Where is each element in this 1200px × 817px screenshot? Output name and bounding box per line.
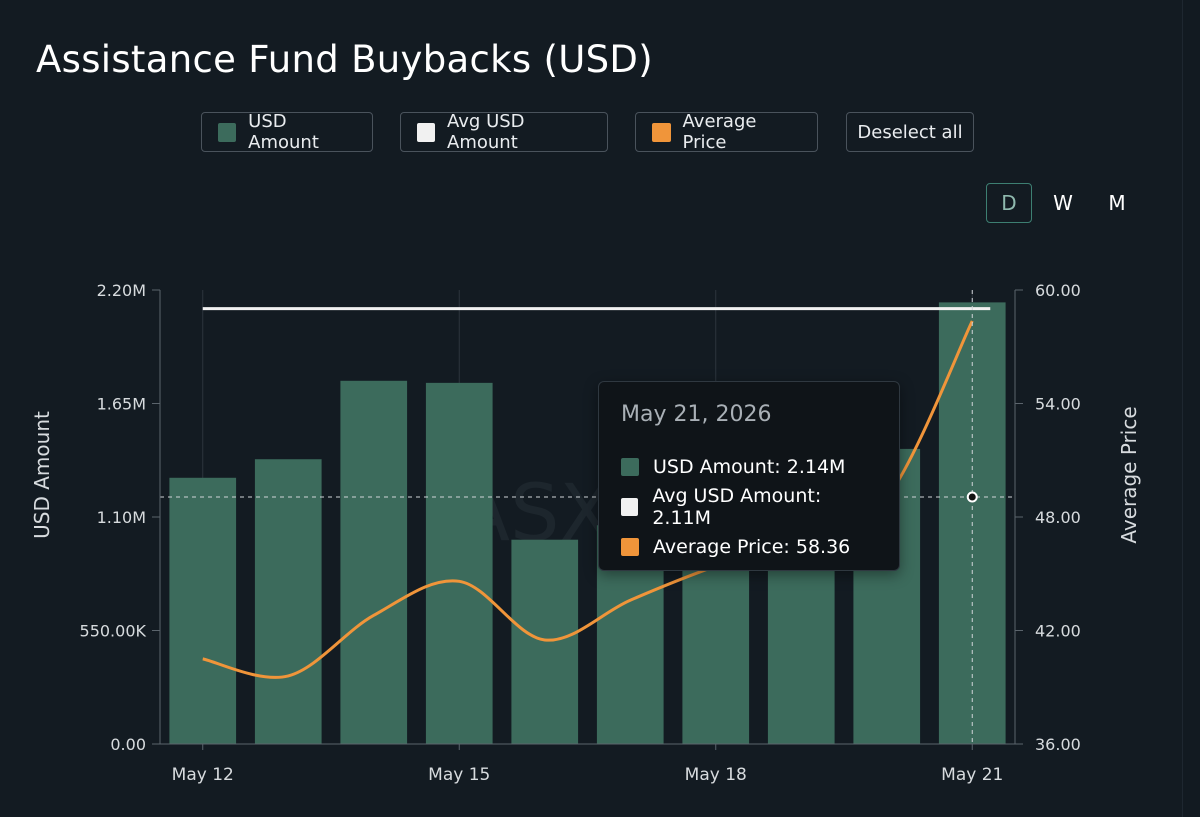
x-tick-label: May 12 <box>172 765 234 785</box>
avg-usd-amount-swatch <box>417 122 436 142</box>
tooltip-text: Average Price: 58.36 <box>653 536 851 558</box>
bar-usd-amount <box>425 382 493 744</box>
tooltip-swatch <box>621 458 639 476</box>
left-tick-label: 1.65M <box>97 395 146 414</box>
left-tick-label: 0.00 <box>110 735 146 754</box>
right-tick-label: 42.00 <box>1035 622 1081 641</box>
legend-label: Avg USD Amount <box>447 111 525 153</box>
usd-amount-swatch <box>218 122 237 142</box>
tooltip-date: May 21, 2026 <box>621 402 772 427</box>
x-tick-label: May 15 <box>428 765 490 785</box>
legend-avg-usd-amount-toggle[interactable]: Avg USD Amount <box>400 111 608 153</box>
bar-usd-amount <box>254 459 322 744</box>
left-tick-label: 550.00K <box>80 622 147 641</box>
period-week-button[interactable]: W <box>1053 191 1073 215</box>
tooltip-text: Avg USD Amount: 2.11M <box>652 485 822 529</box>
right-tick-label: 54.00 <box>1035 395 1081 414</box>
x-tick-label: May 21 <box>941 765 1003 785</box>
tick-labels: 0.00 550.00K 1.10M 1.65M 2.20M 36.00 42.00 48.0… <box>30 281 1141 785</box>
tooltip-text: USD Amount: 2.14M <box>653 456 846 478</box>
legend-usd-amount-toggle[interactable]: USD Amount <box>201 111 373 153</box>
legend-label: USD Amount <box>248 111 319 153</box>
bar-usd-amount <box>340 380 408 744</box>
bar-usd-amount <box>511 539 579 744</box>
right-axis-title: Average Price <box>1117 406 1141 543</box>
chart-tooltip: May 21, 2026 USD Amount: 2.14M Avg USD A… <box>598 381 900 571</box>
legend: USD Amount Avg USD Amount Average Price … <box>0 111 1182 156</box>
tooltip-row-avg-usd-amount: Avg USD Amount: 2.11M <box>621 485 877 529</box>
bar-usd-amount <box>169 477 237 744</box>
legend-label: Average Price <box>682 111 757 153</box>
legend-average-price-toggle[interactable]: Average Price <box>635 111 818 153</box>
tooltip-swatch <box>621 498 639 516</box>
tooltip-swatch <box>621 538 639 556</box>
left-tick-label: 1.10M <box>97 508 146 527</box>
right-tick-label: 60.00 <box>1035 281 1081 300</box>
deselect-all-button[interactable]: Deselect all <box>846 112 974 152</box>
right-tick-label: 36.00 <box>1035 735 1081 754</box>
period-day-button[interactable]: D <box>986 183 1032 223</box>
average-price-swatch <box>652 122 671 142</box>
bars-usd-amount <box>169 302 1006 744</box>
tooltip-row-average-price: Average Price: 58.36 <box>621 527 877 567</box>
left-tick-label: 2.20M <box>97 281 146 300</box>
x-tick-label: May 18 <box>685 765 747 785</box>
deselect-all-label: Deselect all <box>857 121 963 143</box>
period-month-button[interactable]: M <box>1108 191 1126 215</box>
chart-title: Assistance Fund Buybacks (USD) <box>36 38 653 81</box>
left-axis-title: USD Amount <box>30 411 54 539</box>
right-tick-label: 48.00 <box>1035 508 1081 527</box>
tooltip-row-usd-amount: USD Amount: 2.14M <box>621 447 877 487</box>
crosshair-marker <box>966 491 978 503</box>
